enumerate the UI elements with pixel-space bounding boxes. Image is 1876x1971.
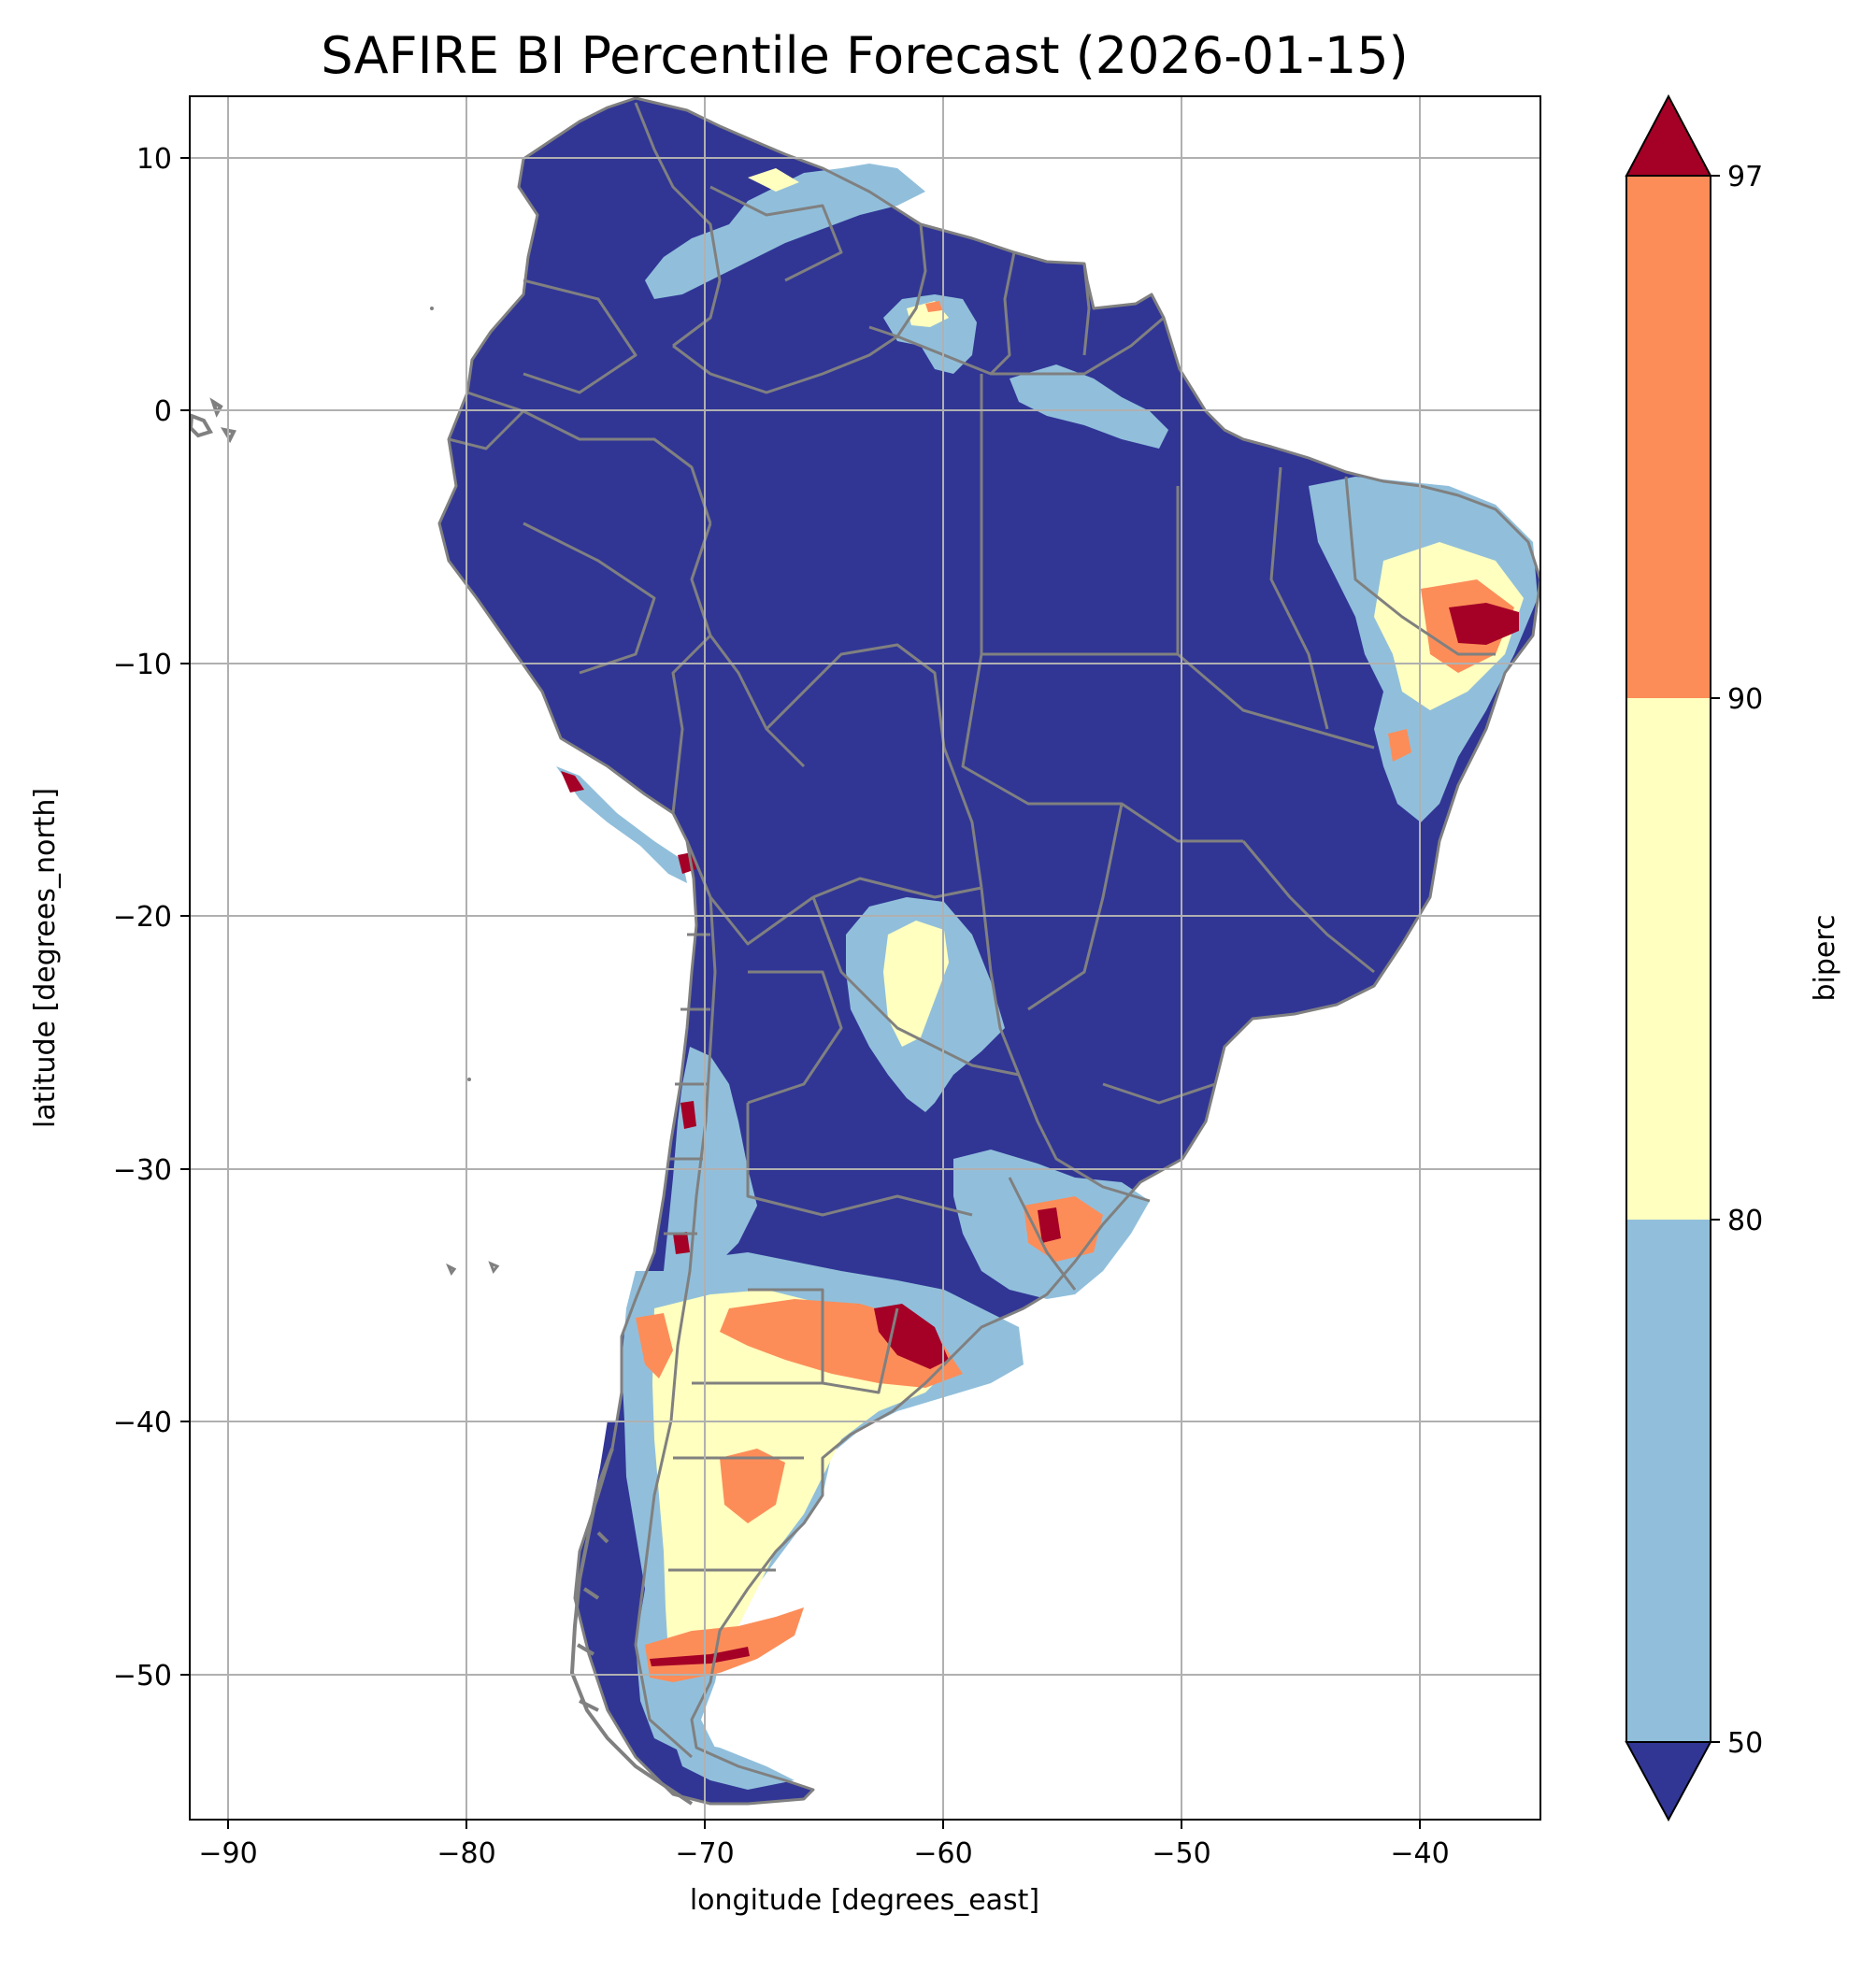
colorbar-frame: [1625, 175, 1711, 1743]
colorbar-bin-50-80: [1626, 1220, 1711, 1742]
y-tick-label: 0: [154, 395, 172, 428]
border-bolivia-paraguay: [812, 877, 982, 899]
colorbar-tick-label: 80: [1727, 1205, 1763, 1237]
field-uruguay-red: [1038, 1207, 1061, 1243]
border-chile-argentina: [634, 896, 717, 1759]
border-peru-bolivia: [671, 634, 712, 814]
border-brazil-north: [672, 316, 1165, 394]
y-tick-label: −30: [113, 1154, 172, 1187]
colorbar-bin-80-90: [1626, 698, 1711, 1220]
continent-outline: [437, 96, 1540, 1806]
field-patagonia-red: [650, 1647, 750, 1666]
x-tick-label: −40: [1390, 1837, 1449, 1870]
colorbar-extend-min: [1625, 1741, 1712, 1822]
border-colombia-venezuela: [634, 102, 722, 348]
field-chile-red-1: [680, 1101, 696, 1129]
border-venezuela-guyana: [868, 223, 927, 338]
border-argentina-brazil: [1017, 1074, 1151, 1203]
colorbar-extend-max: [1625, 93, 1712, 177]
islands-falklands: [446, 1261, 500, 1276]
field-bahia-orange: [1388, 729, 1411, 762]
map-axes: −90 −80 −70 −60 −50 −40 longitude [degre…: [29, 95, 1541, 1917]
border-paraguay-argentina: [811, 896, 1020, 1077]
field-argentina-red: [874, 1304, 949, 1369]
field-chaco-yellow: [883, 921, 949, 1047]
x-axis-label: longitude [degrees_east]: [690, 1884, 1039, 1917]
field-chile-red-2: [673, 1232, 690, 1254]
border-bolivia-brazil: [765, 643, 983, 889]
map-frame: [189, 95, 1541, 1821]
border-arg-provinces-1: [747, 970, 843, 1105]
border-brazil-states-8: [1102, 1082, 1216, 1105]
y-tick-label: 10: [136, 143, 172, 176]
field-venezuela-band: [645, 164, 925, 299]
border-brazil-states-7: [1344, 476, 1496, 656]
field-chile-patagonia-coast: [584, 1421, 628, 1701]
border-guyana-suriname: [989, 251, 1016, 376]
map-field: [190, 96, 1540, 1806]
border-arg-provinces-2: [746, 1103, 973, 1217]
field-guyana-cluster: [883, 294, 977, 374]
colorbar-tick-label: 97: [1727, 161, 1763, 193]
border-brazil-states-3: [1177, 652, 1375, 750]
y-tick-label: −10: [113, 649, 172, 681]
border-paraguay-brazil: [980, 887, 1021, 1076]
border-brazil-states-6: [1269, 466, 1329, 730]
border-bolivia-chile-arg: [685, 840, 814, 946]
y-tick-label: −50: [113, 1660, 172, 1692]
y-axis-label: latitude [degrees_north]: [29, 788, 62, 1128]
field-north-patagonia-orange: [720, 1449, 785, 1523]
island-juan-fernandez: [467, 1078, 471, 1081]
field-guyana-orange: [925, 301, 942, 312]
colorbar-tick-label: 50: [1727, 1727, 1763, 1760]
border-brazil-states-5: [1027, 803, 1124, 1011]
political-borders: [437, 96, 1540, 1806]
field-northeast-brazil-red: [1449, 603, 1519, 645]
x-tick-label: −50: [1152, 1837, 1210, 1870]
x-tick-label: −60: [913, 1837, 972, 1870]
x-axis: −90 −80 −70 −60 −50 −40 longitude [degre…: [198, 1820, 1450, 1917]
y-tick-label: −40: [113, 1407, 172, 1439]
field-amazon-mouth: [1010, 364, 1168, 449]
colorbar: 97 90 80 50 biperc: [1625, 93, 1841, 1822]
field-argentina-yellow: [652, 1290, 953, 1673]
gridlines: [190, 96, 1540, 1820]
border-chile-regions: [664, 933, 710, 1235]
x-tick-label: −70: [675, 1837, 734, 1870]
colorbar-tick-label: 90: [1727, 683, 1763, 716]
map-title: SAFIRE BI Percentile Forecast (2026-01-1…: [321, 26, 1408, 85]
x-tick-label: −90: [198, 1837, 257, 1870]
field-peru-red: [561, 771, 584, 793]
x-tick-label: −80: [437, 1837, 495, 1870]
field-west-andes-orange: [636, 1313, 673, 1378]
border-peru-brazil: [690, 522, 806, 768]
border-uruguay: [1008, 1177, 1077, 1291]
border-venezuela-states: [709, 185, 843, 282]
island-malpelo: [430, 307, 434, 310]
border-peru-depts: [523, 521, 656, 675]
colorbar-bin-90-97: [1626, 176, 1711, 698]
border-brazil-states-1: [980, 374, 1180, 656]
field-peru-coast: [556, 766, 687, 883]
chile-archipelago: [569, 1448, 694, 1806]
colorbar-label: biperc: [1809, 914, 1841, 1001]
border-suriname-guiana: [1082, 263, 1091, 356]
y-tick-label: −20: [113, 901, 172, 934]
border-ecuador-peru: [448, 409, 525, 450]
border-colombia-peru: [466, 391, 712, 524]
border-colombia-depts: [523, 279, 637, 394]
y-axis: 10 0 −10 −20 −30 −40 −50 latitude [degre…: [29, 143, 190, 1692]
border-brazil-states-2: [961, 653, 1243, 843]
field-venezuela-yellow: [748, 168, 799, 192]
